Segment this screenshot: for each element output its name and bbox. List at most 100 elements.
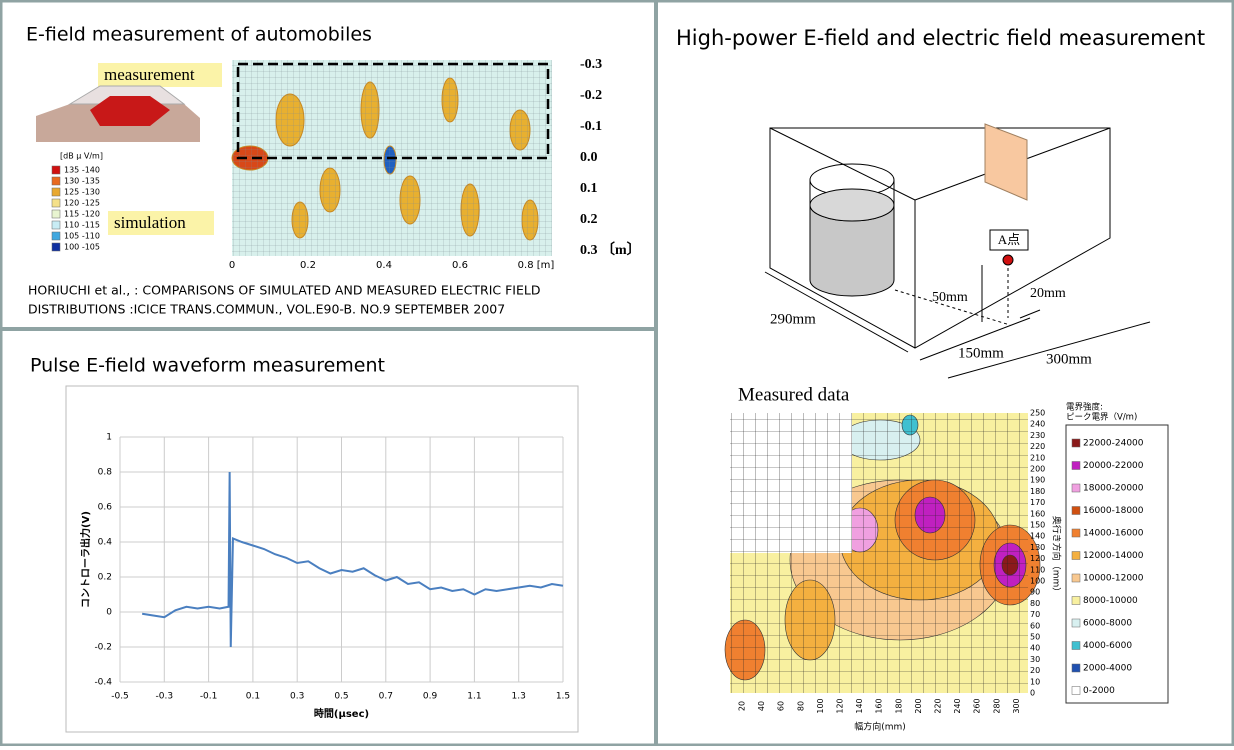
legend-title: 電界強度:	[1066, 402, 1103, 413]
label: simulation	[114, 213, 186, 232]
legend-swatch	[51, 231, 61, 241]
label-bg	[98, 63, 222, 87]
legend-swatch	[51, 165, 61, 175]
x-tick-label: 1.3	[512, 692, 526, 702]
y-axis-label: コントローラ出力(V)	[79, 511, 92, 608]
y-tick-label: -0.3	[580, 57, 602, 72]
legend-label: 0-2000	[1083, 686, 1115, 696]
x-tick-label: 0.4	[376, 260, 392, 271]
dim-label: 300mm	[1046, 351, 1092, 367]
x-tick-label: 0	[229, 260, 235, 271]
x-tick-label: -0.3	[156, 692, 174, 702]
dim-label: 150mm	[958, 345, 1004, 361]
x-tick-label: 120	[836, 698, 845, 713]
grid	[730, 413, 1028, 693]
x-tick-label: 140	[855, 698, 864, 713]
legend-swatch	[1071, 551, 1081, 560]
x-tick-label: 0.2	[300, 260, 316, 271]
car-model	[36, 85, 200, 142]
label: measurement	[104, 65, 195, 84]
legend-label: 6000-8000	[1083, 619, 1132, 629]
y-tick-label: 0.4	[98, 538, 113, 548]
x-tick-label: 200	[914, 698, 923, 713]
y-tick-label: 30	[1030, 655, 1040, 664]
x-tick-label: 300	[1012, 698, 1021, 713]
legend-swatch	[1071, 686, 1081, 695]
panel-title: High-power E-field and electric field me…	[676, 26, 1205, 50]
citation: HORIUCHI et al., : COMPARISONS OF SIMULA…	[28, 283, 540, 298]
y-tick-label: 200	[1030, 465, 1045, 474]
y-tick-label: 160	[1030, 509, 1045, 518]
y-tick-label: 170	[1030, 498, 1045, 507]
x-tick-label: 40	[757, 701, 766, 711]
legend-label: 120 -125	[64, 199, 100, 208]
legend-swatch	[1071, 438, 1081, 448]
legend-label: 16000-18000	[1083, 506, 1144, 516]
y-tick-label: -0.4	[94, 678, 112, 688]
x-tick-label: 60	[777, 701, 786, 711]
y-tick-label: 150	[1030, 521, 1045, 530]
legend-title: ピーク電界（V/m)	[1066, 412, 1137, 423]
legend-swatch	[1071, 573, 1081, 583]
x-tick-label: -0.1	[200, 692, 218, 702]
legend-swatch	[51, 187, 61, 197]
y-tick-label: 40	[1030, 644, 1040, 653]
x-tick-label: 0.6	[452, 260, 468, 271]
legend-label: 20000-22000	[1083, 461, 1144, 471]
y-tick-label: 90	[1030, 588, 1040, 597]
y-tick-label: 110	[1030, 565, 1045, 574]
legend-label: 4000-6000	[1083, 641, 1132, 651]
x-tick-label: 0.1	[246, 692, 260, 702]
dim-label: 290mm	[770, 311, 816, 327]
y-tick-label: 220	[1030, 442, 1045, 451]
legend-swatch	[1071, 483, 1081, 493]
y-tick-label: 0.8	[98, 468, 113, 478]
legend-swatch	[1071, 528, 1081, 538]
panel-title: E-field measurement of automobiles	[26, 24, 372, 46]
legend-label: 12000-14000	[1083, 551, 1144, 561]
y-tick-label: 0.3 〔m〕	[580, 242, 641, 258]
x-tick-label: 180	[894, 698, 903, 713]
legend-swatch	[1071, 618, 1081, 628]
x-tick-label: 100	[816, 698, 825, 713]
x-tick-label: 280	[992, 698, 1001, 713]
y-tick-label: 0.1	[580, 181, 598, 196]
y-tick-label: 0.2	[580, 212, 598, 227]
y-tick-label: 140	[1030, 532, 1045, 541]
legend-label: 130 -135	[64, 177, 100, 186]
legend-swatch	[51, 220, 61, 230]
y-tick-label: 210	[1030, 453, 1045, 462]
legend-label: 100 -105	[64, 243, 100, 252]
legend-label: 14000-16000	[1083, 529, 1144, 539]
legend-swatch	[1071, 596, 1081, 605]
y-tick-label: 120	[1030, 554, 1045, 563]
legend-label: 2000-4000	[1083, 664, 1132, 674]
x-tick-label: 0.8 [m]	[518, 260, 555, 271]
legend-label: 8000-10000	[1083, 596, 1138, 606]
y-tick-label: 0.0	[580, 150, 598, 165]
y-tick-label: 80	[1030, 599, 1040, 608]
y-tick-label: 1	[106, 433, 112, 443]
y-tick-label: 0	[106, 608, 112, 618]
legend-swatch	[1071, 663, 1081, 673]
y-tick-label: 20	[1030, 666, 1040, 675]
dim-label: 50mm	[932, 290, 968, 305]
label-bg	[108, 211, 214, 235]
x-tick-label: 0.5	[334, 692, 348, 702]
x-tick-label: 0.3	[290, 692, 304, 702]
y-tick-label: 240	[1030, 420, 1045, 429]
dim-label: 20mm	[1030, 286, 1066, 301]
legend-swatch	[1071, 461, 1081, 470]
legend-swatch	[1071, 506, 1081, 515]
y-tick-label: 130	[1030, 543, 1045, 552]
legend-label: 22000-24000	[1083, 439, 1144, 449]
x-tick-label: 80	[796, 701, 805, 711]
legend-label: 115 -120	[64, 210, 100, 219]
legend-label: 125 -130	[64, 188, 100, 197]
citation: DISTRIBUTIONS :ICICE TRANS.COMMUN., VOL.…	[28, 302, 505, 317]
legend-swatch	[51, 198, 61, 208]
x-tick-label: 260	[973, 698, 982, 713]
x-tick-label: 1.5	[556, 692, 570, 702]
x-tick-label: 20	[738, 701, 747, 711]
